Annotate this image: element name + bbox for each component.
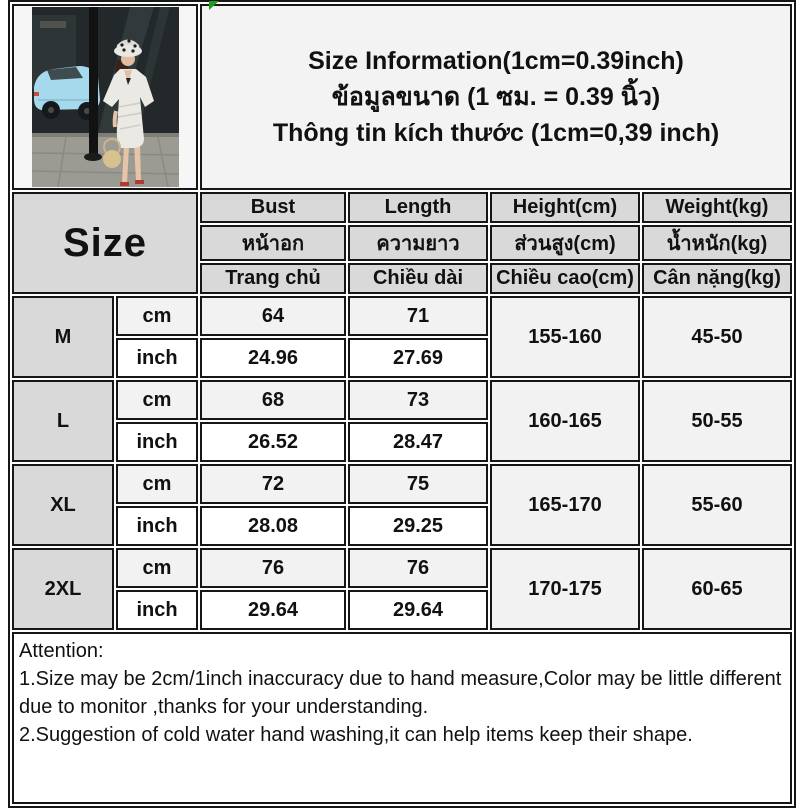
- bucket-hat: [113, 39, 142, 57]
- header-height-th: ส่วนสูง(cm): [490, 225, 640, 261]
- cell-2xl-bust-inch: 29.64: [200, 590, 346, 630]
- title-thai: ข้อมูลขนาด (1 ซม. = 0.39 นิ้ว): [331, 83, 661, 111]
- model-figure: [102, 39, 154, 186]
- cell-xl-height: 165-170: [490, 464, 640, 546]
- cell-xl-length-cm: 75: [348, 464, 488, 504]
- cell-2xl-weight: 60-65: [642, 548, 792, 630]
- cell-2xl-height: 170-175: [490, 548, 640, 630]
- header-bust-vi: Trang chủ: [200, 263, 346, 294]
- cell-l-height: 160-165: [490, 380, 640, 462]
- header-height-vi: Chiều cao(cm): [490, 263, 640, 294]
- unit-inch: inch: [116, 506, 198, 546]
- cell-m-bust-cm: 64: [200, 296, 346, 336]
- row-label-l: L: [12, 380, 114, 462]
- unit-cm: cm: [116, 296, 198, 336]
- header-length-vi: Chiều dài: [348, 263, 488, 294]
- header-bust-th: หน้าอก: [200, 225, 346, 261]
- row-label-2xl: 2XL: [12, 548, 114, 630]
- attention-note: Attention: 1.Size may be 2cm/1inch inacc…: [12, 632, 792, 804]
- row-label-m: M: [12, 296, 114, 378]
- cell-l-weight: 50-55: [642, 380, 792, 462]
- street-pole: [88, 7, 98, 157]
- cell-l-bust-inch: 26.52: [200, 422, 346, 462]
- cell-l-bust-cm: 68: [200, 380, 346, 420]
- header-length-en: Length: [348, 192, 488, 223]
- unit-inch: inch: [116, 422, 198, 462]
- header-length-th: ความยาว: [348, 225, 488, 261]
- unit-cm: cm: [116, 464, 198, 504]
- cell-m-length-cm: 71: [348, 296, 488, 336]
- header-bust-en: Bust: [200, 192, 346, 223]
- header-weight-vi: Cân nặng(kg): [642, 263, 792, 294]
- title-vietnamese: Thông tin kích thước (1cm=0,39 inch): [272, 119, 720, 147]
- title-english: Size Information(1cm=0.39inch): [308, 47, 684, 75]
- header-weight-en: Weight(kg): [642, 192, 792, 223]
- unit-inch: inch: [116, 338, 198, 378]
- cell-l-length-inch: 28.47: [348, 422, 488, 462]
- header-height-en: Height(cm): [490, 192, 640, 223]
- cell-xl-bust-cm: 72: [200, 464, 346, 504]
- attention-item-1: 1.Size may be 2cm/1inch inaccuracy due t…: [19, 668, 782, 718]
- shop-sign: [39, 21, 66, 28]
- attention-heading: Attention:: [19, 640, 104, 662]
- size-corner-label: Size: [12, 192, 198, 294]
- cell-m-bust-inch: 24.96: [200, 338, 346, 378]
- cell-m-weight: 45-50: [642, 296, 792, 378]
- unit-cm: cm: [116, 380, 198, 420]
- cell-m-height: 155-160: [490, 296, 640, 378]
- header-weight-th: น้ำหนัก(kg): [642, 225, 792, 261]
- cell-2xl-length-cm: 76: [348, 548, 488, 588]
- cell-l-length-cm: 73: [348, 380, 488, 420]
- unit-inch: inch: [116, 590, 198, 630]
- cell-xl-bust-inch: 28.08: [200, 506, 346, 546]
- cell-xl-weight: 55-60: [642, 464, 792, 546]
- cell-xl-length-inch: 29.25: [348, 506, 488, 546]
- product-photo: [31, 7, 179, 187]
- cell-m-length-inch: 27.69: [348, 338, 488, 378]
- title-cell: Size Information(1cm=0.39inch) ข้อมูลขนา…: [200, 4, 792, 190]
- size-chart-sheet: Size Information(1cm=0.39inch) ข้อมูลขนา…: [8, 0, 796, 808]
- product-photo-cell: [12, 4, 198, 190]
- cell-2xl-length-inch: 29.64: [348, 590, 488, 630]
- row-label-xl: XL: [12, 464, 114, 546]
- size-table: Size Information(1cm=0.39inch) ข้อมูลขนา…: [8, 0, 796, 808]
- cell-2xl-bust-cm: 76: [200, 548, 346, 588]
- blue-car: [33, 66, 100, 120]
- unit-cm: cm: [116, 548, 198, 588]
- handbag: [102, 138, 121, 168]
- green-corner-marker: [209, 1, 219, 10]
- attention-item-2: 2.Suggestion of cold water hand washing,…: [19, 724, 693, 746]
